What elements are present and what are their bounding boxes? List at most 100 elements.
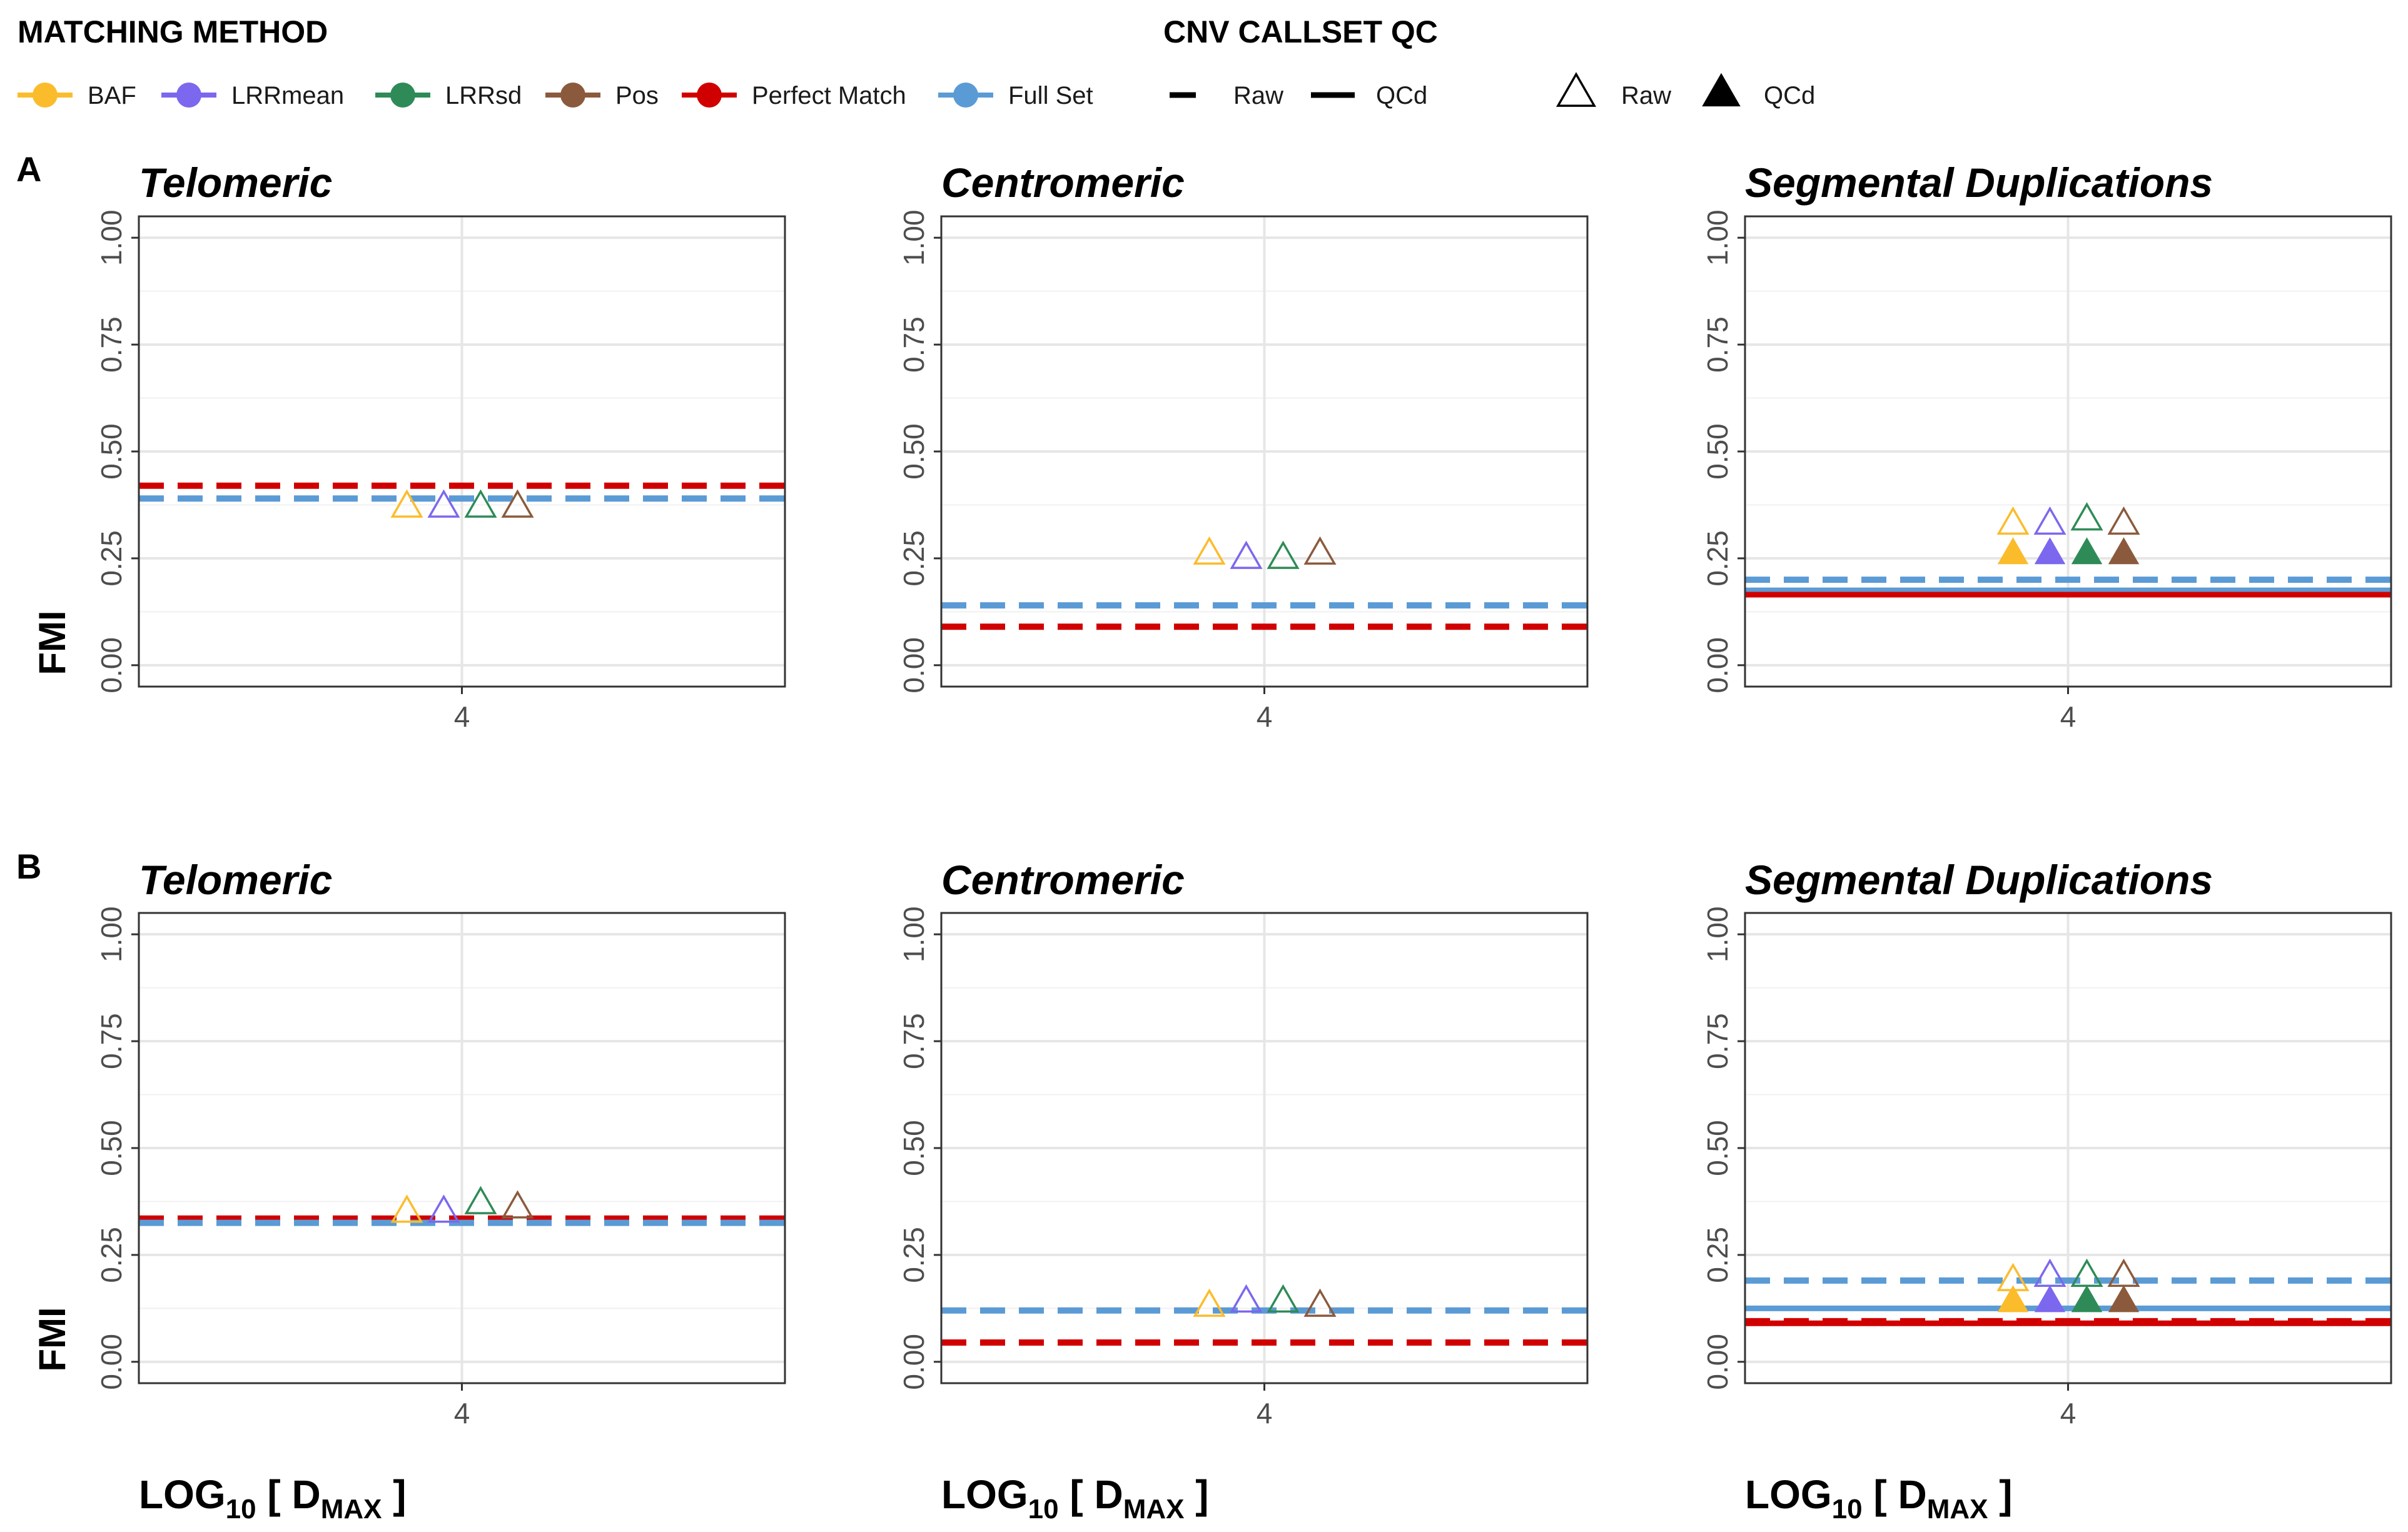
filled-triangle-icon [1702, 73, 1741, 107]
legend-item-lrrsd: LRRsd [375, 82, 522, 109]
point-lrrmean-qcd [2034, 537, 2066, 565]
panels: A B Telomeric 0.00 0.25 0.50 0.75 1.00 4 FMI Centr… [16, 149, 2392, 1524]
point-pos-raw [2107, 506, 2140, 535]
point-lrrsd-qcd [2071, 1285, 2103, 1313]
point-pos-raw [1303, 536, 1337, 565]
panel-title: Segmental Duplications [1745, 159, 2213, 206]
legend-item-pos: Pos [545, 82, 659, 109]
legend-item-full-set: Full Set [938, 82, 1093, 109]
legend-swatch-dot [697, 83, 722, 108]
point-lrrmean-raw [427, 489, 460, 518]
legend-item-label: Full Set [1008, 82, 1093, 109]
row-label-a: A [16, 149, 41, 189]
y-tick-label: 1.00 [95, 209, 128, 266]
y-tick-label: 0.00 [1701, 1334, 1734, 1390]
point-baf-qcd [1997, 537, 2029, 565]
legend: MATCHING METHOD BAF LRRmean LRRsd Pos Perfect… [18, 14, 1815, 109]
panel-title: Segmental Duplications [1745, 857, 2213, 903]
point-baf-raw [1193, 1288, 1226, 1317]
point-lrrsd-raw [1267, 540, 1300, 569]
legend-item-label: LRRsd [445, 82, 522, 109]
point-baf-qcd [1997, 1285, 2029, 1313]
legend-item-qcd-shape: QCd [1702, 73, 1815, 109]
y-tick-label: 0.50 [1701, 1120, 1734, 1176]
panel-title: Centromeric [941, 159, 1185, 206]
y-axis-title: FMI [31, 610, 73, 675]
y-tick-label: 0.75 [95, 1013, 128, 1069]
legend-item-label: Pos [615, 82, 659, 109]
point-lrrsd-raw [464, 489, 497, 518]
panel-1-0: Telomeric 0.00 0.25 0.50 0.75 1.00 4 FMI LOG10 [… [31, 857, 786, 1524]
x-tick-label: 4 [454, 700, 470, 733]
legend-item-label: LRRmean [231, 82, 344, 109]
panel-1-1: Centromeric 0.00 0.25 0.50 0.75 1.00 4 LOG10 [ … [898, 857, 1589, 1524]
legend-item-perfect-match: Perfect Match [682, 82, 906, 109]
legend-item-raw-line: Raw [1170, 82, 1283, 109]
point-lrrmean-raw [1230, 540, 1263, 569]
x-tick-label: 4 [2060, 700, 2077, 733]
legend-title-matching-method: MATCHING METHOD [18, 14, 328, 49]
point-lrrmean-raw [427, 1194, 460, 1223]
y-tick-label: 1.00 [95, 906, 128, 962]
panel-title: Telomeric [139, 159, 332, 206]
legend-swatch-dot [33, 83, 58, 108]
y-tick-label: 0.25 [1701, 1227, 1734, 1283]
y-tick-label: 0.75 [1701, 1013, 1734, 1069]
legend-item-lrrmean: LRRmean [161, 82, 344, 109]
point-lrrmean-qcd [2034, 1285, 2066, 1313]
point-lrrmean-raw [2033, 506, 2067, 535]
x-axis-title: LOG10 [ DMAX ] [941, 1472, 1209, 1524]
legend-title-callset-qc: CNV CALLSET QC [1163, 14, 1438, 49]
point-lrrsd-raw [464, 1186, 497, 1214]
point-pos-qcd [2108, 1285, 2140, 1313]
y-tick-label: 0.00 [898, 637, 930, 693]
y-tick-label: 0.25 [95, 1227, 128, 1283]
y-tick-label: 0.00 [95, 1334, 128, 1390]
y-tick-label: 0.50 [1701, 423, 1734, 480]
point-pos-qcd [2108, 537, 2140, 565]
y-tick-label: 0.75 [898, 1013, 930, 1069]
x-tick-label: 4 [454, 1397, 470, 1429]
panel-0-0: Telomeric 0.00 0.25 0.50 0.75 1.00 4 FMI [31, 159, 786, 733]
y-tick-label: 0.25 [898, 530, 930, 587]
y-tick-label: 0.00 [95, 637, 128, 693]
panel-0-2: Segmental Duplications 0.00 0.25 0.50 0.75 1.… [1701, 159, 2392, 733]
legend-swatch-dot [176, 83, 201, 108]
point-lrrsd-qcd [2071, 537, 2103, 565]
legend-item-qcd-line: QCd [1311, 82, 1427, 109]
y-tick-label: 0.25 [1701, 530, 1734, 587]
y-tick-label: 1.00 [1701, 209, 1734, 266]
panel-1-2: Segmental Duplications 0.00 0.25 0.50 0.75 1.… [1701, 857, 2392, 1524]
open-triangle-icon [1556, 72, 1597, 107]
y-tick-label: 0.50 [95, 1120, 128, 1176]
legend-swatch-dot [390, 83, 415, 108]
legend-item-label: Raw [1621, 82, 1671, 109]
x-axis-title: LOG10 [ DMAX ] [139, 1472, 407, 1524]
panel-title: Centromeric [941, 857, 1185, 903]
legend-item-baf: BAF [18, 82, 136, 109]
y-axis-title: FMI [31, 1307, 73, 1371]
y-tick-label: 0.25 [95, 530, 128, 587]
x-axis-title: LOG10 [ DMAX ] [1745, 1472, 2013, 1524]
y-tick-label: 0.75 [898, 316, 930, 373]
y-tick-label: 0.25 [898, 1227, 930, 1283]
y-tick-label: 1.00 [1701, 906, 1734, 962]
point-baf-raw [390, 1194, 423, 1223]
y-tick-label: 0.00 [898, 1334, 930, 1390]
legend-item-label: QCd [1376, 82, 1427, 109]
y-tick-label: 0.75 [1701, 316, 1734, 373]
point-lrrsd-raw [2070, 502, 2103, 531]
y-tick-label: 1.00 [898, 209, 930, 266]
legend-item-raw-shape: Raw [1556, 72, 1671, 109]
y-tick-label: 0.50 [898, 1120, 930, 1176]
point-baf-raw [390, 489, 423, 518]
point-baf-raw [1996, 506, 2030, 535]
legend-item-label: Raw [1233, 82, 1283, 109]
point-pos-raw [501, 489, 534, 518]
y-tick-label: 0.50 [95, 423, 128, 480]
legend-swatch-dot [560, 83, 585, 108]
x-tick-label: 4 [2060, 1397, 2077, 1429]
panel-title: Telomeric [139, 857, 332, 903]
x-tick-label: 4 [1257, 1397, 1273, 1429]
